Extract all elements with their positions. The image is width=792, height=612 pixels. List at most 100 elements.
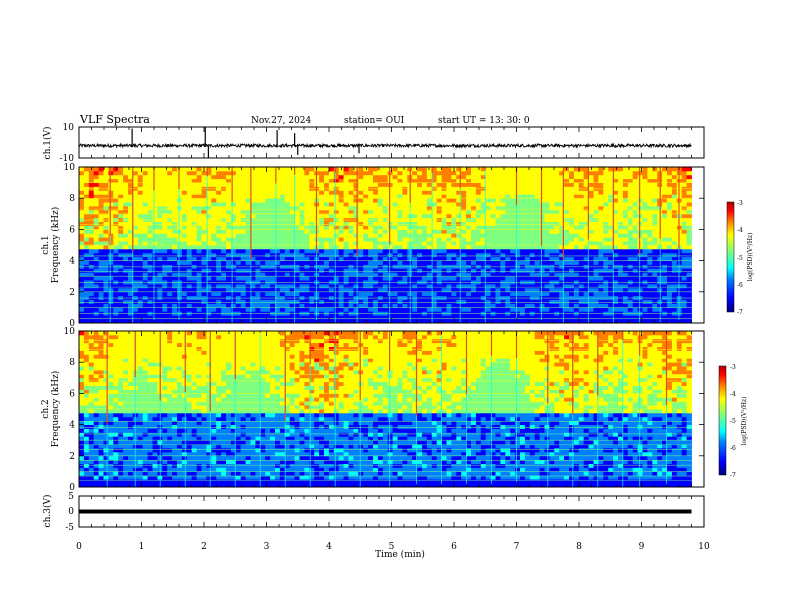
- spectrogram-cell: [265, 284, 271, 289]
- spectrogram-cell: [230, 198, 237, 203]
- spectrogram-cell: [647, 233, 653, 238]
- spectrogram-cell: [363, 194, 369, 199]
- spectrogram-cell: [495, 225, 501, 230]
- spectrogram-cell: [632, 260, 638, 265]
- spectrogram-cell: [397, 213, 403, 219]
- spectrogram-cell: [226, 202, 232, 207]
- spectrogram-cell: [79, 237, 85, 242]
- spectrogram-cell: [471, 315, 477, 320]
- spectrogram-cell: [466, 307, 472, 312]
- spectrogram-cell: [578, 174, 585, 180]
- spectrogram-cell: [172, 303, 178, 308]
- spectrogram-cell: [348, 248, 354, 254]
- spectrogram-cell: [93, 174, 99, 180]
- spectrogram-cell: [240, 194, 246, 199]
- spectrogram-cell: [485, 276, 491, 281]
- spectrogram-cell: [206, 245, 212, 250]
- spectrogram-cell: [392, 252, 398, 258]
- spectrogram-cell: [88, 276, 95, 281]
- spectrogram-cell: [647, 252, 653, 258]
- spectrogram-cell: [240, 225, 246, 230]
- spectrogram-cell: [142, 276, 148, 281]
- spectrogram-cell: [284, 221, 291, 226]
- spectrogram-cell: [221, 206, 227, 211]
- spectrogram-cell: [270, 291, 276, 297]
- spectrogram-cell: [157, 299, 163, 304]
- spectrogram-cell: [588, 170, 594, 176]
- spectrogram-cell: [417, 233, 423, 238]
- spectrogram-cell: [456, 291, 462, 297]
- spectrogram-cell: [177, 213, 183, 219]
- spectrogram-cell: [123, 284, 129, 289]
- spectrogram-cell: [637, 221, 643, 226]
- spectrogram-cell: [343, 315, 349, 320]
- spectrogram-cell: [128, 221, 134, 226]
- spectrogram-cell: [162, 319, 168, 324]
- spectrogram-cell: [647, 229, 653, 234]
- spectrogram-cell: [118, 307, 124, 312]
- spectrogram-cell: [569, 299, 575, 304]
- spectrogram-cell: [603, 303, 609, 308]
- spectrogram-cell: [255, 182, 261, 187]
- spectrogram-cell: [475, 221, 482, 226]
- spectrogram-cell: [608, 245, 614, 250]
- spectrogram-cell: [642, 213, 648, 219]
- spectrogram-cell: [392, 287, 398, 293]
- spectrogram-cell: [534, 260, 540, 265]
- spectrogram-cell: [549, 206, 555, 211]
- spectrogram-cell: [377, 276, 384, 281]
- spectrogram-cell: [245, 237, 251, 242]
- spectrogram-cell: [255, 260, 261, 265]
- spectrogram-cell: [250, 241, 256, 246]
- spectrogram-cell: [613, 174, 619, 180]
- spectrogram-cell: [93, 315, 99, 320]
- spectrogram-cell: [299, 256, 305, 261]
- spectrogram-cell: [255, 221, 261, 226]
- spectrogram-cell: [539, 287, 545, 293]
- spectrogram-cell: [79, 268, 85, 273]
- spectrogram-cell: [358, 174, 364, 180]
- spectrogram-cell: [196, 221, 202, 226]
- spectrogram-cell: [554, 213, 560, 219]
- spectrogram-cell: [490, 174, 496, 180]
- spectrogram-cell: [324, 206, 330, 211]
- spectrogram-cell: [422, 194, 428, 199]
- spectrogram-cell: [485, 194, 491, 199]
- spectrogram-cell: [417, 287, 423, 293]
- spectrogram-cell: [485, 284, 491, 289]
- spectrogram-cell: [309, 319, 315, 324]
- spectrogram-cell: [475, 174, 482, 180]
- spectrogram-cell: [431, 307, 438, 312]
- spectrogram-cell: [211, 237, 217, 242]
- spectrogram-cell: [583, 206, 589, 211]
- spectrogram-cell: [221, 260, 227, 265]
- spectrogram-cell: [294, 233, 300, 238]
- spectrogram-cell: [137, 272, 144, 277]
- spectrogram-cell: [167, 245, 173, 250]
- spectrogram-cell: [142, 287, 148, 293]
- spectrogram-cell: [289, 248, 295, 254]
- spectrogram-cell: [495, 174, 501, 180]
- spectrogram-cell: [534, 287, 540, 293]
- spectrogram-cell: [667, 209, 673, 215]
- spectrogram-cell: [181, 315, 188, 320]
- spectrogram-cell: [299, 307, 305, 312]
- spectrogram-cell: [235, 272, 242, 277]
- spectrogram-cell: [520, 202, 526, 207]
- spectrogram-cell: [284, 252, 291, 258]
- spectrogram-cell: [324, 260, 330, 265]
- spectrogram-cell: [304, 233, 310, 238]
- spectrogram-cell: [573, 209, 580, 215]
- spectrogram-cell: [142, 190, 148, 195]
- spectrogram-cell: [412, 209, 418, 215]
- spectrogram-cell: [495, 260, 501, 265]
- spectrogram-cell: [603, 245, 609, 250]
- spectrogram-cell: [377, 284, 384, 289]
- spectrogram-cell: [667, 206, 673, 211]
- spectrogram-cell: [417, 260, 423, 265]
- spectrogram-cell: [627, 291, 634, 297]
- spectrogram-cell: [569, 241, 575, 246]
- spectrogram-cell: [348, 272, 354, 277]
- spectrogram-cell: [632, 268, 638, 273]
- spectrogram-cell: [162, 252, 168, 258]
